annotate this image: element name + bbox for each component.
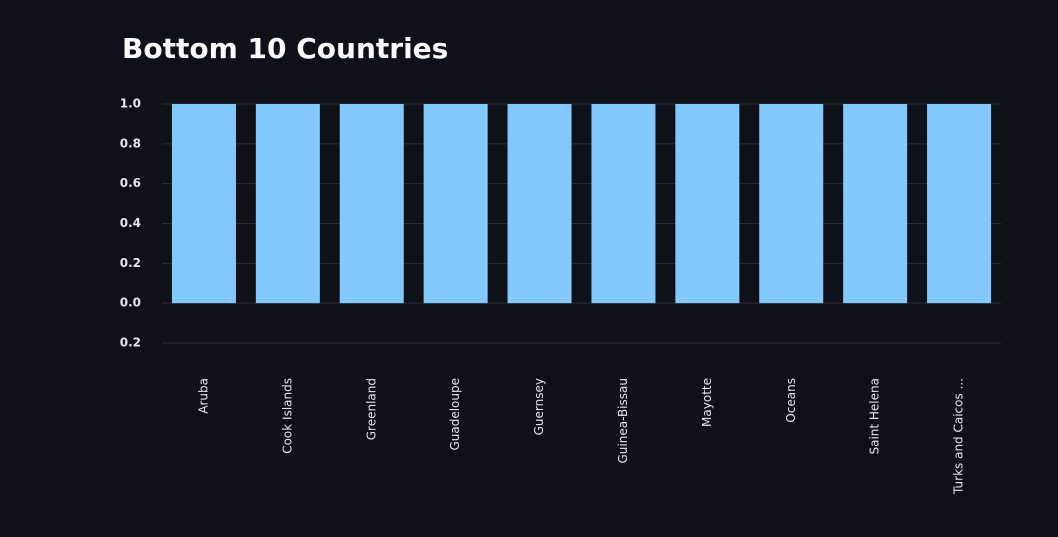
x-tick-label: Aruba: [196, 378, 210, 414]
y-tick-label: 0.4: [120, 216, 141, 230]
x-tick-label: Turks and Caicos ...: [952, 378, 966, 495]
x-tick-label: Saint Helena: [868, 378, 882, 455]
bar: [423, 104, 488, 304]
x-tick-label: Guinea-Bissau: [616, 378, 630, 464]
y-tick-label: 0.8: [120, 136, 141, 150]
bar: [339, 104, 404, 304]
x-tick-label: Greenland: [364, 378, 378, 440]
chart-title: Bottom 10 Countries: [122, 32, 448, 65]
y-tick-label: 1.0: [120, 97, 141, 111]
bar: [255, 104, 320, 304]
y-tick-label: 0.0: [120, 296, 141, 310]
x-tick-label: Oceans: [784, 378, 798, 423]
x-tick-label: Guadeloupe: [448, 378, 462, 451]
y-tick-label: 0.6: [120, 176, 141, 190]
bar: [171, 104, 236, 304]
x-tick-label: Mayotte: [700, 378, 714, 427]
bar: [843, 104, 908, 304]
bar: [591, 104, 656, 304]
y-tick-label: 0.2: [120, 256, 141, 270]
x-tick-label: Cook Islands: [280, 378, 294, 454]
bar: [759, 104, 824, 304]
bar: [507, 104, 572, 304]
bar: [675, 104, 740, 304]
x-tick-label: Guernsey: [532, 378, 546, 435]
bar: [927, 104, 992, 304]
y-tick-label: 0.2: [120, 336, 141, 350]
